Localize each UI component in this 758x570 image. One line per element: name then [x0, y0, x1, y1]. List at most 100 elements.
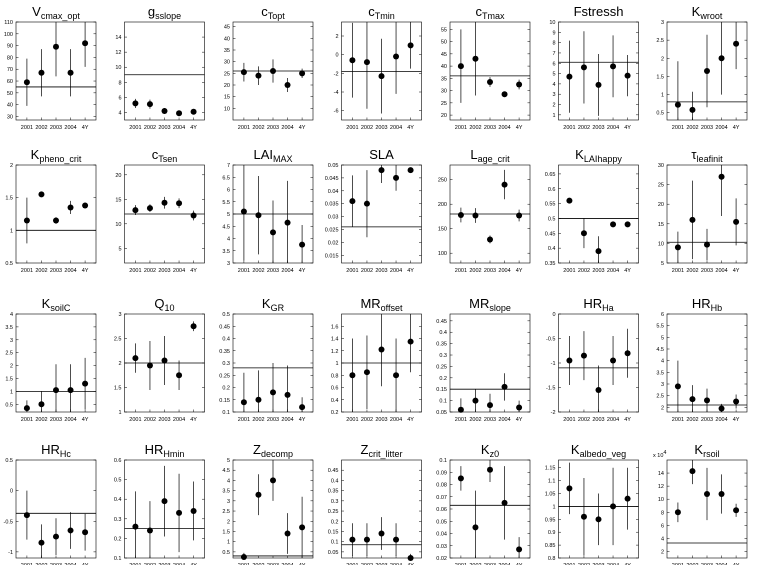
point [733, 40, 740, 47]
y-tick-label: 3 [227, 499, 230, 505]
y-tick-label: 2.5 [5, 351, 13, 357]
y-tick-label: 0.1 [222, 410, 230, 416]
point [689, 396, 696, 403]
point [270, 389, 276, 396]
x-tick-label: 2002 [686, 417, 698, 423]
point [190, 323, 197, 330]
point [487, 402, 493, 409]
point [240, 399, 247, 406]
y-tick-label: 1 [227, 540, 230, 546]
y-tick-label: 3.5 [656, 370, 664, 376]
point [190, 212, 197, 219]
point [704, 241, 710, 248]
point [472, 212, 479, 219]
panel: Q10 1 1.5 2 2.5 3 2001 2002 2003 2004 4Y [114, 296, 205, 423]
title-sub: z0 [490, 449, 500, 459]
title-sub: wroot [699, 11, 723, 21]
x-tick-label: 2003 [50, 125, 62, 131]
point [516, 212, 523, 219]
panel: cTmax 20 25 30 35 40 45 50 55 2001 2002 2003 2004 4Y [441, 4, 531, 131]
x-tick-label: 2003 [375, 125, 387, 131]
x-tick-label: 2001 [129, 268, 141, 274]
y-tick-label: 0.05 [328, 550, 339, 556]
point [299, 241, 306, 248]
title-sub: Tsen [158, 154, 177, 164]
point [704, 397, 710, 404]
point [378, 167, 385, 174]
y-tick-label: 0.07 [436, 495, 447, 501]
y-tick-label: 0.35 [436, 342, 447, 348]
y-tick-label: 3 [227, 261, 230, 267]
y-tick-label: -1 [551, 361, 556, 367]
y-tick-label: 25 [441, 101, 447, 107]
x-tick-label: 2003 [701, 417, 713, 423]
panel: LAIMAX 3 3.5 4 4.5 5 5.5 6 6.5 7 2001 2002 2003 2004 4… [222, 147, 314, 274]
point [689, 216, 696, 223]
point [733, 507, 740, 514]
title-main: HR [41, 442, 60, 457]
title-sub: Hc [60, 449, 71, 459]
x-tick-label: 2001 [238, 268, 250, 274]
y-tick-label: 0.1 [439, 458, 447, 464]
multiplier-exp: 4 [663, 450, 666, 456]
y-tick-label: 0.5 [5, 458, 13, 464]
y-tick-label: 0.3 [331, 499, 339, 505]
point [566, 73, 573, 80]
y-tick-label: 12 [115, 50, 121, 56]
point [472, 397, 479, 404]
title-main: c [368, 4, 375, 19]
y-tick-label: 20 [441, 113, 447, 119]
panel: Zcrit_litter 0.05 0.1 0.15 0.2 0.25 0.3 0.35 0.4… [328, 442, 422, 569]
y-tick-label: 20 [224, 83, 230, 89]
y-tick-label: 60 [7, 79, 13, 85]
x-tick-label: 2004 [390, 268, 402, 274]
y-tick-label: 5 [118, 246, 121, 252]
plot-area [449, 21, 531, 121]
y-tick-label: 1.6 [331, 324, 339, 330]
panel-title: LAIMAX [253, 147, 292, 164]
point [161, 199, 168, 206]
y-tick-label: 2 [661, 56, 664, 62]
x-tick-label: 2001 [346, 417, 358, 423]
title-sub: cmax_opt [41, 11, 81, 21]
title-sub: Ha [602, 303, 614, 313]
y-tick-label: 110 [4, 20, 13, 26]
y-tick-label: 0 [552, 312, 555, 318]
x-tick-label: 2001 [238, 125, 250, 131]
y-tick-label: 30 [224, 60, 230, 66]
point [146, 205, 153, 212]
panel-title: MRoffset [360, 296, 403, 313]
y-tick-label: 14 [115, 35, 121, 41]
point [161, 498, 168, 505]
point [53, 533, 59, 540]
y-tick-label: 4 [10, 312, 13, 318]
y-tick-label: 0.025 [325, 227, 339, 233]
y-tick-label: 70 [7, 67, 13, 73]
point [176, 110, 183, 117]
point [53, 217, 59, 224]
point [349, 536, 356, 543]
point [674, 244, 681, 251]
point [689, 106, 696, 113]
point [132, 100, 139, 107]
y-tick-label: -0.5 [546, 337, 555, 343]
y-tick-label: 3.5 [5, 325, 13, 331]
y-tick-label: 0.8 [331, 373, 339, 379]
y-tick-label: 50 [441, 40, 447, 46]
x-tick-label: 4Y [299, 268, 306, 274]
panel-title: HRHa [583, 296, 613, 313]
y-tick-label: 1 [661, 93, 664, 99]
title-sub: albedo_veg [580, 449, 627, 459]
x-tick-label: 2004 [173, 268, 185, 274]
point [23, 217, 30, 224]
y-tick-label: 0.03 [436, 544, 447, 550]
x-tick-label: 2001 [672, 125, 684, 131]
x-tick-label: 2004 [498, 417, 510, 423]
panel-title: Zcrit_litter [361, 442, 403, 459]
y-tick-label: 0.2 [331, 519, 339, 525]
y-tick-label: 3.5 [222, 249, 230, 255]
y-tick-label: 0.045 [325, 176, 339, 182]
point [176, 372, 183, 379]
point [407, 338, 414, 345]
